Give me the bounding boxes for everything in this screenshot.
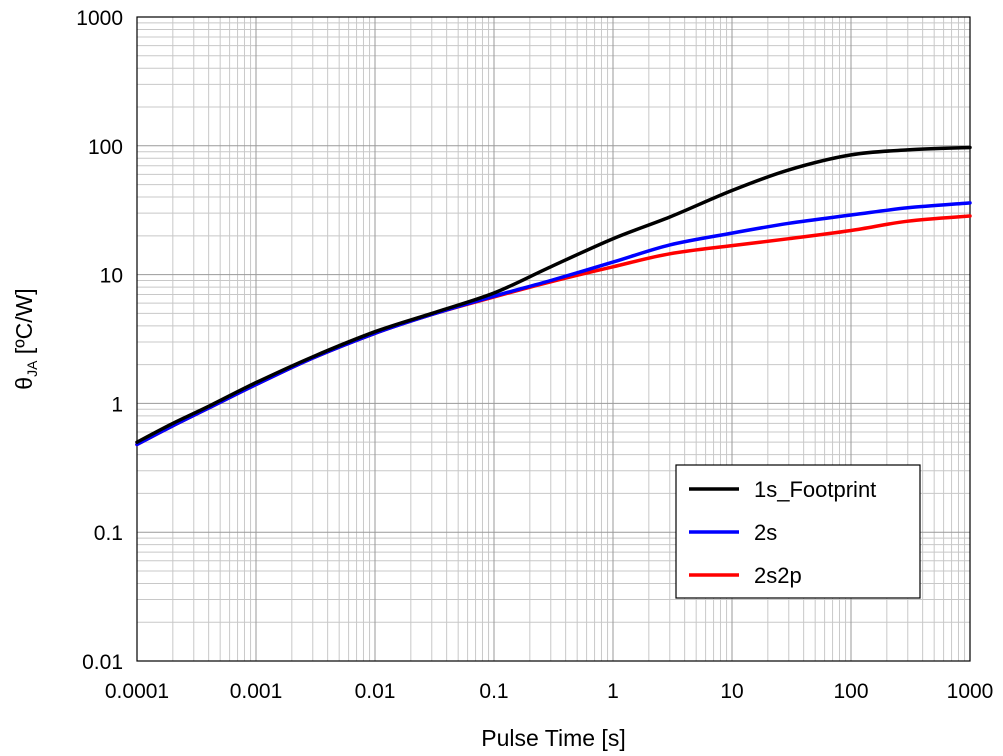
legend-label-2s: 2s [754, 520, 777, 545]
x-tick-labels: 0.0001 0.001 0.01 0.1 1 10 100 1000 [105, 680, 993, 703]
y-tick-labels: 0.01 0.1 1 10 100 1000 [76, 7, 123, 674]
y-axis-title: θJA [ºC/W] [11, 288, 40, 389]
y-axis-title-rest: [ºC/W] [11, 288, 37, 360]
x-axis-title: Pulse Time [s] [481, 725, 625, 751]
x-tick-label: 10 [720, 680, 743, 703]
legend: 1s_Footprint 2s 2s2p [675, 464, 921, 599]
y-tick-label: 0.01 [82, 651, 123, 674]
series-line-2s2p [135, 214, 972, 447]
x-tick-label: 0.0001 [105, 680, 169, 703]
series-line-2s [135, 201, 972, 447]
x-tick-label: 100 [833, 680, 868, 703]
y-tick-label: 10 [100, 265, 123, 288]
series-lines [135, 145, 972, 447]
legend-label-2s2p: 2s2p [754, 563, 802, 588]
x-tick-label: 1000 [947, 680, 994, 703]
x-tick-label: 0.01 [355, 680, 396, 703]
y-tick-label: 1 [111, 393, 123, 416]
y-tick-label: 0.1 [94, 522, 123, 545]
series-line-1s-footprint [135, 145, 972, 444]
y-tick-label: 100 [88, 136, 123, 159]
y-axis-title-subscript: JA [24, 360, 40, 377]
plot-frame [136, 16, 971, 662]
x-tick-label: 0.1 [479, 680, 508, 703]
legend-label-1s-footprint: 1s_Footprint [754, 477, 876, 502]
y-tick-label: 1000 [76, 7, 123, 30]
y-axis-title-main: θ [11, 377, 37, 390]
x-tick-label: 0.001 [230, 680, 283, 703]
x-tick-label: 1 [607, 680, 619, 703]
